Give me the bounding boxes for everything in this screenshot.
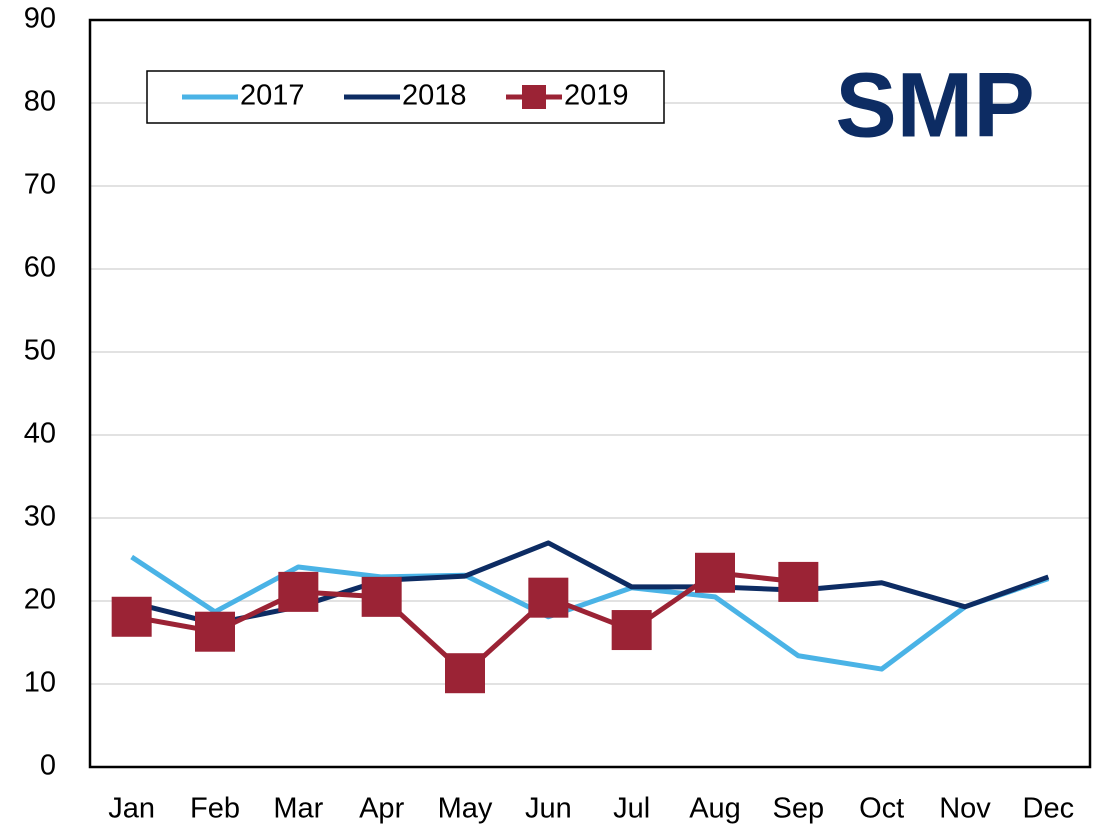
legend-label: 2018 — [402, 80, 467, 112]
marker — [195, 611, 235, 652]
marker — [111, 596, 152, 637]
marker — [528, 577, 569, 618]
x-tick-label: Nov — [939, 793, 991, 825]
x-tick-label: Oct — [859, 793, 904, 825]
x-tick-label: Sep — [773, 793, 825, 825]
legend-label: 2019 — [564, 80, 629, 112]
x-tick-label: Jul — [613, 793, 650, 825]
y-tick-label: 0 — [40, 750, 56, 782]
y-tick-label: 50 — [24, 335, 56, 367]
y-tick-label: 90 — [24, 3, 56, 35]
y-tick-label: 20 — [24, 584, 56, 616]
plot-border — [88, 18, 1092, 769]
y-tick-label: 60 — [24, 252, 56, 284]
marker — [611, 610, 652, 651]
x-tick-label: Feb — [190, 793, 240, 825]
x-tick-label: Jun — [525, 793, 572, 825]
x-tick-label: May — [438, 793, 493, 825]
legend-label: 2017 — [240, 80, 305, 112]
y-tick-label: 70 — [24, 169, 56, 201]
legend-marker — [522, 85, 546, 109]
y-tick-label: 80 — [24, 86, 56, 118]
x-tick-label: Jan — [108, 793, 155, 825]
marker — [278, 571, 319, 612]
marker — [445, 653, 485, 694]
marker — [778, 561, 819, 602]
x-tick-label: Aug — [689, 793, 741, 825]
x-tick-label: Apr — [359, 793, 404, 825]
marker — [361, 576, 402, 617]
x-tick-label: Mar — [273, 793, 323, 825]
x-tick-label: Dec — [1023, 793, 1075, 825]
y-tick-label: 30 — [24, 501, 56, 533]
y-tick-label: 10 — [24, 667, 56, 699]
marker — [695, 552, 735, 593]
annotation: SMP — [835, 54, 1034, 156]
y-tick-label: 40 — [24, 418, 56, 450]
